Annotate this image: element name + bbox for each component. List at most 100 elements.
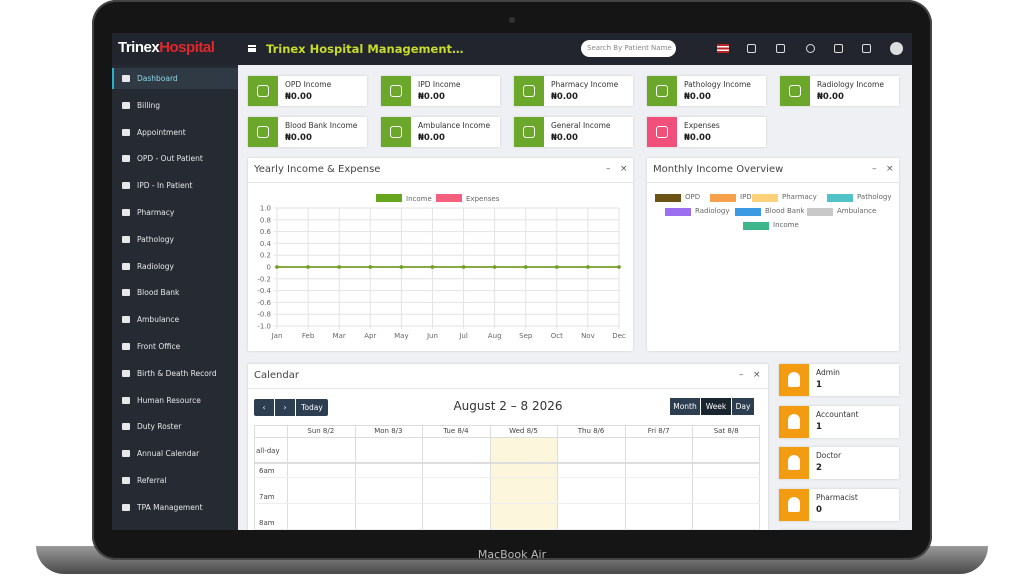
data-point (461, 265, 466, 269)
staff-card: Accountant 1 (779, 405, 899, 438)
sidebar-label: Pharmacy (137, 208, 175, 217)
sidebar-item[interactable]: Ambulance (112, 309, 238, 330)
sidebar-icon (122, 101, 130, 109)
sidebar-item[interactable]: OPD - Out Patient (112, 148, 238, 169)
card-label: General Income (551, 121, 611, 130)
staff-icon (779, 488, 809, 521)
sidebar-label: IPD - In Patient (137, 181, 193, 191)
close-button[interactable]: × (620, 164, 628, 174)
close-button[interactable]: × (753, 370, 761, 380)
sidebar-label: Dashboard (137, 74, 178, 83)
sidebar-item[interactable]: Dashboard (112, 68, 238, 89)
data-point (337, 265, 341, 269)
sidebar-icon (122, 450, 130, 458)
y-tick-label: -0.4 (257, 287, 271, 295)
staff-icon (779, 364, 809, 396)
sidebar-label: Birth & Death Record (137, 368, 217, 378)
sidebar-icon (122, 235, 130, 243)
day-header: Fri 8/7 (647, 427, 670, 435)
sidebar-item[interactable]: Duty Roster (112, 416, 238, 437)
header: TrinexHospital Trinex Hospital Managemen… (112, 33, 912, 65)
y-tick-label: 0.6 (260, 228, 272, 236)
staff-role: Doctor (816, 451, 842, 460)
data-point (617, 265, 621, 269)
view-button[interactable]: Week (701, 398, 731, 415)
x-tick-label: May (394, 332, 408, 340)
sidebar-icon (122, 155, 130, 163)
legend-swatch (436, 194, 462, 202)
staff-count: 0 (816, 504, 822, 515)
card-label: Expenses (684, 121, 720, 130)
calendar-icon[interactable] (834, 44, 843, 53)
y-tick-label: -0.6 (257, 299, 271, 307)
sidebar-label: Pathology (137, 234, 174, 244)
all-day-label: all-day (256, 447, 280, 455)
legend-swatch (665, 208, 691, 216)
minimize-button[interactable]: – (606, 164, 611, 174)
sidebar-item[interactable]: IPD - In Patient (112, 175, 238, 196)
user-avatar[interactable] (890, 42, 903, 55)
sidebar-label: OPD - Out Patient (137, 154, 203, 164)
staff-icon (779, 447, 809, 479)
sidebar-label: Radiology (137, 261, 174, 271)
sidebar-item[interactable]: Pathology (112, 229, 238, 250)
sidebar-item[interactable]: Annual Calendar (112, 443, 238, 464)
time-label: 8am (259, 519, 275, 527)
monthly-panel: Monthly Income Overview – × OPD IPD Pharma… (647, 158, 899, 351)
whatsapp-icon[interactable] (806, 44, 815, 53)
staff-role: Admin (816, 368, 840, 377)
sidebar-label: Ambulance (137, 315, 180, 325)
logo-text: Hospital (159, 39, 215, 56)
minimize-button[interactable]: – (872, 164, 877, 174)
sidebar-item[interactable]: Billing (112, 95, 238, 116)
menu-toggle[interactable] (248, 45, 256, 52)
sidebar-icon (122, 182, 130, 190)
sidebar-item[interactable]: Front Office (112, 336, 238, 357)
card-amount: ₦0.00 (285, 92, 312, 102)
close-button[interactable]: × (886, 164, 894, 174)
minimize-button[interactable]: – (739, 370, 744, 380)
sidebar-item[interactable]: Referral (112, 470, 238, 491)
sidebar-item[interactable]: Radiology (112, 256, 238, 277)
legend-label: IPD (740, 193, 752, 201)
day-header: Sat 8/8 (713, 427, 739, 435)
yearly-panel: Yearly Income & Expense – × 1.0 0.8 0.6 0.4… (248, 158, 633, 351)
search-input[interactable]: Search By Patient Name (581, 40, 676, 57)
card-icon (647, 117, 677, 147)
today-button[interactable]: Today (296, 399, 328, 416)
next-button[interactable]: › (275, 399, 295, 416)
view-button[interactable]: Day (732, 398, 754, 415)
sidebar-item[interactable]: Birth & Death Record (112, 363, 238, 384)
sidebar-item[interactable]: TPA Management (112, 497, 238, 518)
x-tick-label: Jan (271, 332, 283, 340)
sidebar-icon (122, 343, 130, 350)
language-flag[interactable] (717, 44, 729, 53)
sidebar-icon (122, 209, 130, 216)
task-icon[interactable] (862, 44, 871, 53)
sidebar-item[interactable]: Pharmacy (112, 202, 238, 223)
card-icon (381, 76, 411, 106)
day-header: Mon 8/3 (374, 427, 403, 435)
bed-icon[interactable] (776, 44, 785, 53)
sidebar-item[interactable]: Human Resource (112, 390, 238, 411)
sidebar-item[interactable]: Appointment (112, 122, 238, 143)
panel-separator (248, 182, 633, 183)
y-tick-label: 0.2 (260, 252, 271, 260)
data-point (492, 265, 497, 269)
sidebar-item[interactable]: Blood Bank (112, 282, 238, 303)
legend-swatch (827, 194, 853, 202)
time-label: 7am (259, 493, 275, 501)
legend-swatch (735, 208, 761, 216)
sidebar-label: Duty Roster (137, 422, 182, 432)
card-icon (647, 76, 677, 106)
view-button[interactable]: Month (670, 398, 700, 415)
income-card: General Income ₦0.00 (514, 117, 633, 147)
legend-label: Pathology (857, 193, 892, 201)
prev-button[interactable]: ‹ (254, 399, 274, 416)
notification-icon[interactable] (747, 44, 756, 53)
logo[interactable]: TrinexHospital (118, 39, 215, 56)
data-point (586, 265, 590, 269)
calendar-range: August 2 – 8 2026 (453, 399, 563, 413)
legend-label: Income (773, 221, 799, 229)
